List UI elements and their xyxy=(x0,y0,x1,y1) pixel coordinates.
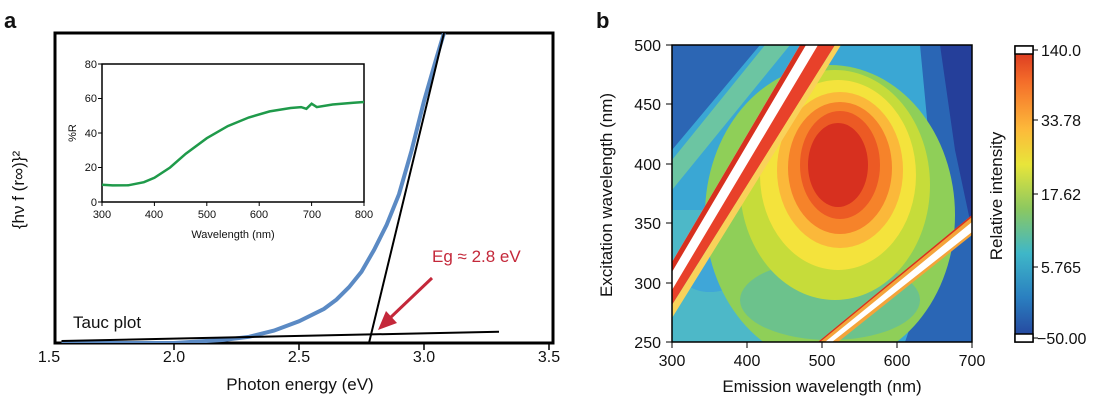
inset-x-axis-label: Wavelength (nm) xyxy=(191,229,274,241)
a-xtick-label: 2.0 xyxy=(163,349,185,366)
inset-ytick-label: 80 xyxy=(85,59,97,71)
b-ytick-label: 400 xyxy=(634,157,661,174)
eg-annotation: Eg ≈ 2.8 eV xyxy=(432,247,521,266)
panel-a-frame xyxy=(53,31,555,345)
a-xtick-label: 2.5 xyxy=(288,349,310,366)
eg-arrow xyxy=(378,276,434,330)
b-x-axis-label: Emission wavelength (nm) xyxy=(722,377,921,396)
tauc-plot-annotation: Tauc plot xyxy=(73,313,141,332)
panel-letter-b: b xyxy=(596,8,609,33)
inset-xtick-label: 500 xyxy=(198,209,216,221)
inset-xtick-label: 300 xyxy=(93,209,111,221)
a-xtick-label: 3.0 xyxy=(413,349,435,366)
colorbar-tick-label: 5.765 xyxy=(1041,260,1081,277)
colorbar-tick-label: 33.78 xyxy=(1041,113,1081,130)
b-xtick-label: 600 xyxy=(884,353,911,370)
panel-letter-a: a xyxy=(4,8,17,33)
panel-b-yticks: 250 300 350 400 450 500 xyxy=(634,38,672,352)
inset-ytick-label: 60 xyxy=(85,93,97,105)
b-ytick-label: 300 xyxy=(634,276,661,293)
inset-xtick-label: 700 xyxy=(303,209,321,221)
b-xtick-label: 300 xyxy=(659,353,686,370)
b-xtick-label: 700 xyxy=(959,353,986,370)
inset-xtick-label: 600 xyxy=(250,209,268,221)
b-xtick-label: 500 xyxy=(809,353,836,370)
a-x-axis-label: Photon energy (eV) xyxy=(226,375,373,394)
inset-frame xyxy=(101,63,365,203)
colorbar-gradient xyxy=(1014,45,1034,343)
panel-b-xticks: 300 400 500 600 700 xyxy=(659,342,986,370)
inset-ticks xyxy=(98,63,365,206)
colorbar: 140.0 33.78 17.62 5.765 −50.00 Relative … xyxy=(987,43,1086,348)
colorbar-tick-label: 17.62 xyxy=(1041,187,1081,204)
colorbar-tick-label: 140.0 xyxy=(1041,43,1081,60)
a-xtick-label: 3.5 xyxy=(538,349,560,366)
baseline-fit-line xyxy=(61,330,500,342)
b-xtick-label: 400 xyxy=(734,353,761,370)
reflectance-curve xyxy=(101,100,365,187)
inset-xtick-label: 800 xyxy=(355,209,373,221)
inset-ytick-label: 40 xyxy=(85,128,97,140)
b-ytick-label: 250 xyxy=(634,335,661,352)
heatmap xyxy=(672,45,972,342)
a-xtick-label: 1.5 xyxy=(38,349,60,366)
b-ytick-label: 500 xyxy=(634,38,661,55)
b-ytick-label: 450 xyxy=(634,97,661,114)
b-ytick-label: 350 xyxy=(634,216,661,233)
inset-ytick-label: 20 xyxy=(85,162,97,174)
inset-ytick-label: 0 xyxy=(91,197,97,209)
colorbar-tick-label: −50.00 xyxy=(1037,331,1086,348)
inset-xtick-label: 400 xyxy=(145,209,163,221)
colorbar-label: Relative intensity xyxy=(987,131,1006,260)
reflectance-inset: 0 20 40 60 80 300 400 500 600 700 800 Wa… xyxy=(67,59,373,241)
panel-a-xticks: 1.5 2.0 2.5 3.0 3.5 xyxy=(38,343,560,366)
tauc-curve xyxy=(61,33,446,343)
b-y-axis-label: Excitation wavelength (nm) xyxy=(597,93,616,297)
panel-b: b xyxy=(596,8,1086,396)
panel-a: a 1.5 2.0 2.5 3.0 3.5 Photon energy (eV)… xyxy=(4,8,560,394)
a-y-axis-label: {hν f (r∞)}² xyxy=(9,151,28,230)
inset-y-axis-label: %R xyxy=(67,124,79,142)
tauc-fit-line xyxy=(368,33,445,343)
